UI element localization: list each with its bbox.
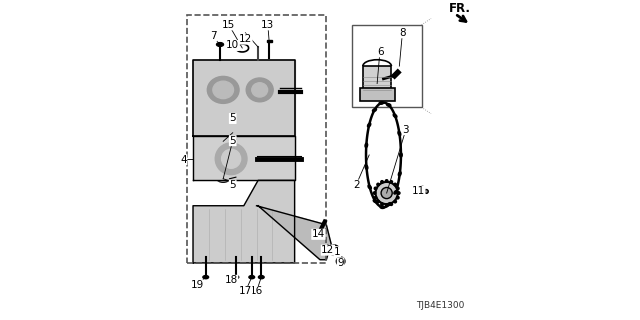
Ellipse shape [365,143,367,148]
Ellipse shape [233,276,239,279]
Ellipse shape [367,123,371,127]
Ellipse shape [397,192,400,194]
Ellipse shape [374,187,377,190]
Text: 4: 4 [180,155,187,165]
Text: 19: 19 [191,280,204,290]
Text: 5: 5 [229,136,236,146]
Ellipse shape [393,114,397,117]
Ellipse shape [380,206,385,209]
Ellipse shape [387,104,391,106]
Polygon shape [193,60,294,136]
Ellipse shape [394,183,396,186]
Ellipse shape [398,132,401,136]
Polygon shape [193,180,294,263]
Ellipse shape [372,108,376,112]
Ellipse shape [381,188,392,199]
Ellipse shape [387,203,392,205]
Ellipse shape [373,200,378,203]
Text: 6: 6 [377,47,383,57]
Ellipse shape [424,189,428,193]
Text: TJB4E1300: TJB4E1300 [417,301,465,310]
Ellipse shape [399,153,402,157]
Text: 18: 18 [225,275,237,285]
Ellipse shape [213,81,234,99]
Text: 15: 15 [221,20,235,30]
Ellipse shape [203,276,209,279]
Ellipse shape [385,204,388,206]
Text: 12: 12 [321,245,335,255]
Ellipse shape [252,83,268,97]
Ellipse shape [394,200,396,203]
Polygon shape [257,206,331,260]
Ellipse shape [376,182,398,204]
Text: 7: 7 [211,31,217,41]
Text: 3: 3 [403,124,409,135]
Ellipse shape [368,185,371,189]
Bar [267,40,272,42]
Ellipse shape [379,102,383,104]
Ellipse shape [329,245,339,255]
Text: 8: 8 [399,28,406,38]
Ellipse shape [259,276,264,279]
Ellipse shape [381,180,383,183]
Ellipse shape [373,192,376,194]
Ellipse shape [381,203,383,205]
Ellipse shape [377,200,380,203]
Ellipse shape [221,149,241,168]
Text: FR.: FR. [449,2,470,15]
Text: 10: 10 [226,40,239,51]
Bar [187,15,326,263]
Ellipse shape [397,187,399,190]
Bar [360,88,395,101]
Text: 12: 12 [239,34,252,44]
Bar [363,66,392,92]
Ellipse shape [374,196,377,199]
Text: 17: 17 [239,286,252,296]
Text: 2: 2 [353,180,360,190]
Ellipse shape [249,276,255,279]
Text: 11: 11 [412,187,425,196]
Bar [352,25,422,107]
Ellipse shape [398,172,401,176]
Text: 5: 5 [229,114,236,124]
Ellipse shape [390,203,392,205]
Ellipse shape [215,143,247,175]
Text: 16: 16 [250,286,263,296]
Ellipse shape [390,180,392,183]
Polygon shape [193,136,294,180]
Text: 14: 14 [312,229,325,239]
Ellipse shape [365,165,368,170]
Ellipse shape [397,196,399,199]
Text: 5: 5 [229,180,236,190]
Text: 1: 1 [334,247,340,257]
Text: 9: 9 [337,258,344,268]
Text: 13: 13 [261,20,275,30]
Ellipse shape [337,257,344,265]
Ellipse shape [246,78,273,102]
Ellipse shape [207,76,239,103]
Ellipse shape [420,186,424,190]
Ellipse shape [216,43,223,46]
Ellipse shape [394,190,397,194]
Ellipse shape [377,183,380,186]
Ellipse shape [385,180,388,182]
